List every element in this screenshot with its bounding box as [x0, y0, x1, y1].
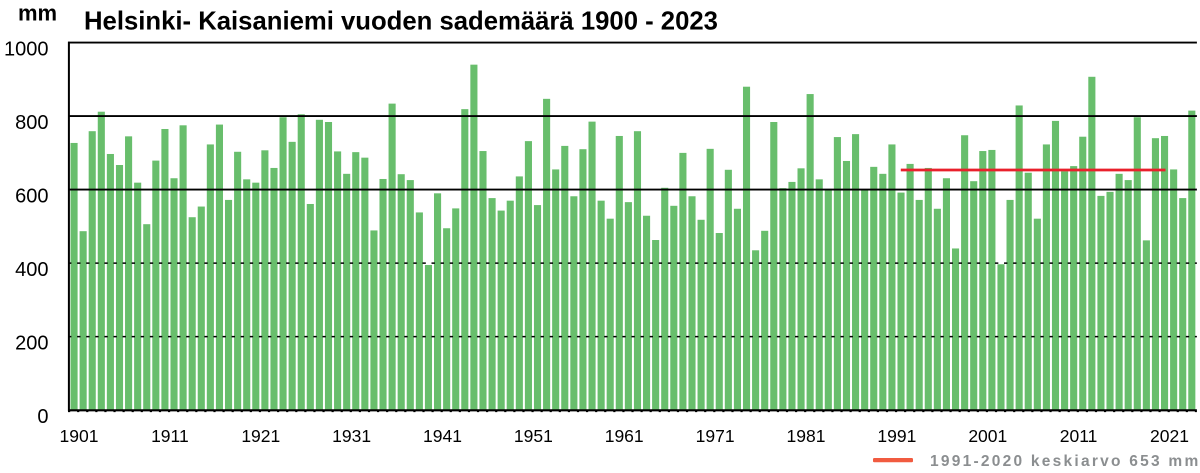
svg-text:1981: 1981: [787, 426, 826, 446]
svg-text:1971: 1971: [696, 426, 735, 446]
svg-text:800: 800: [15, 112, 48, 134]
svg-text:1921: 1921: [241, 426, 280, 446]
svg-text:2021: 2021: [1150, 426, 1189, 446]
svg-text:1901: 1901: [60, 426, 99, 446]
svg-text:400: 400: [15, 259, 48, 281]
svg-text:1911: 1911: [151, 426, 189, 446]
svg-text:0: 0: [37, 406, 48, 428]
svg-text:200: 200: [15, 333, 48, 355]
svg-text:1961: 1961: [605, 426, 644, 446]
svg-text:1941: 1941: [423, 426, 462, 446]
svg-text:mm: mm: [18, 0, 57, 25]
svg-text:2001: 2001: [968, 426, 1007, 446]
svg-text:1951: 1951: [514, 426, 553, 446]
svg-text:600: 600: [15, 186, 48, 208]
svg-text:1000: 1000: [4, 39, 49, 61]
svg-text:2011: 2011: [1060, 426, 1098, 446]
svg-text:Helsinki- Kaisaniemi vuoden sa: Helsinki- Kaisaniemi vuoden sademäärä 19…: [84, 8, 718, 36]
svg-text:1931: 1931: [332, 426, 371, 446]
svg-text:1991: 1991: [877, 426, 916, 446]
svg-text:1991-2020 keskiarvo 653 mm: 1991-2020 keskiarvo 653 mm: [930, 453, 1200, 470]
